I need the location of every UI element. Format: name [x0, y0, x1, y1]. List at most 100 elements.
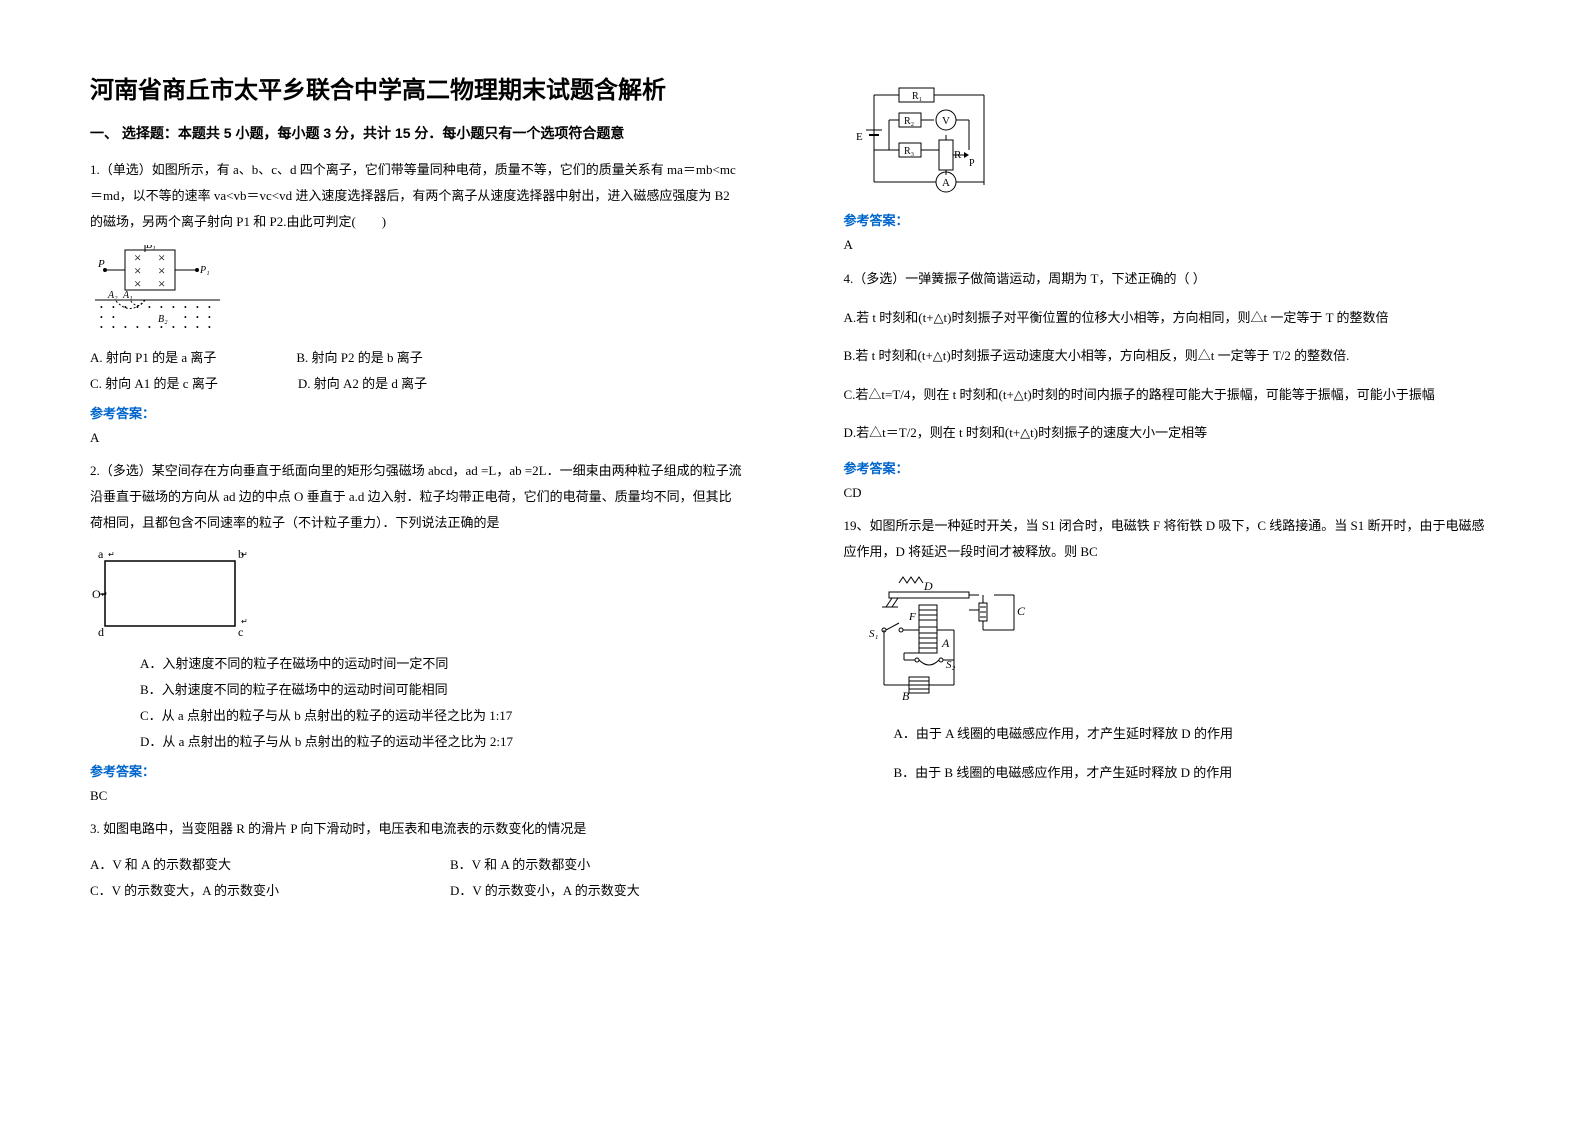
- svg-text:V: V: [942, 115, 950, 127]
- q3-answer: A: [844, 237, 1498, 253]
- q19-options: A．由于 A 线圈的电磁感应作用，才产生延时释放 D 的作用 B．由于 B 线圈…: [844, 720, 1498, 787]
- svg-text:•: •: [112, 323, 115, 332]
- svg-text:•: •: [160, 303, 163, 312]
- svg-text:d: d: [98, 625, 104, 639]
- svg-text:•: •: [136, 323, 139, 332]
- svg-text:•: •: [196, 303, 199, 312]
- svg-text:•: •: [148, 303, 151, 312]
- svg-text:•: •: [112, 303, 115, 312]
- svg-text:↵: ↵: [101, 590, 108, 599]
- q3-optA: A．V 和 A 的示数都变大: [90, 852, 370, 878]
- svg-text:•: •: [136, 303, 139, 312]
- svg-text:R₁: R₁: [912, 91, 922, 102]
- svg-text:B₂: B₂: [158, 314, 168, 325]
- q2-optA: A．入射速度不同的粒子在磁场中的运动时间一定不同: [140, 651, 744, 677]
- q2-svg: a b c d O ↵ ↵ ↵ ↵: [90, 546, 250, 641]
- q4-optB: B.若 t 时刻和(t+△t)时刻振子运动速度大小相等，方向相反，则△t 一定等…: [844, 342, 1498, 371]
- svg-text:D: D: [923, 579, 933, 593]
- left-column: 河南省商丘市太平乡联合中学高二物理期末试题含解析 一、 选择题：本题共 5 小题…: [0, 0, 794, 1122]
- svg-text:•: •: [172, 303, 175, 312]
- q4-optA: A.若 t 时刻和(t+△t)时刻振子对平衡位置的位移大小相等，方向相同，则△t…: [844, 304, 1498, 333]
- svg-text:•: •: [124, 323, 127, 332]
- q4-optC: C.若△t=T/4，则在 t 时刻和(t+△t)时刻的时间内振子的路程可能大于振…: [844, 381, 1498, 410]
- q19-optB: B．由于 B 线圈的电磁感应作用，才产生延时释放 D 的作用: [894, 759, 1498, 788]
- svg-text:•: •: [148, 323, 151, 332]
- q19-text: 19、如图所示是一种延时开关，当 S1 闭合时，电磁铁 F 将衔铁 D 吸下，C…: [844, 513, 1498, 565]
- svg-text:A: A: [942, 177, 950, 189]
- svg-text:R₃: R₃: [904, 146, 914, 157]
- q3-optB: B．V 和 A 的示数都变小: [450, 852, 590, 878]
- q2-options: A．入射速度不同的粒子在磁场中的运动时间一定不同 B．入射速度不同的粒子在磁场中…: [90, 651, 744, 755]
- svg-text:×: ×: [134, 276, 141, 291]
- svg-text:•: •: [208, 323, 211, 332]
- svg-text:•: •: [184, 323, 187, 332]
- q2-figure: a b c d O ↵ ↵ ↵ ↵: [90, 546, 744, 641]
- svg-text:•: •: [196, 313, 199, 322]
- svg-text:•: •: [208, 313, 211, 322]
- svg-text:•: •: [208, 303, 211, 312]
- q1-text: 1.（单选）如图所示，有 a、b、c、d 四个离子，它们带等量同种电荷，质量不等…: [90, 157, 744, 235]
- q1-svg: × × × × × × B₁ P P₁ A₂ A₁ •••••••••• •••…: [90, 245, 235, 335]
- q3-text: 3. 如图电路中，当变阻器 R 的滑片 P 向下滑动时，电压表和电流表的示数变化…: [90, 816, 744, 842]
- q3-figure: R₁ R₂ V R₃ R P A: [854, 80, 1498, 200]
- svg-text:c: c: [238, 625, 243, 639]
- svg-text:A₁: A₁: [122, 290, 133, 301]
- q1-answer-label: 参考答案：: [90, 403, 744, 422]
- svg-text:C: C: [1017, 604, 1026, 618]
- q3-optC: C．V 的示数变大，A 的示数变小: [90, 878, 370, 904]
- svg-text:•: •: [184, 313, 187, 322]
- svg-text:P: P: [97, 258, 105, 270]
- q1-optC: C. 射向 A1 的是 c 离子: [90, 371, 218, 397]
- question-1: 1.（单选）如图所示，有 a、b、c、d 四个离子，它们带等量同种电荷，质量不等…: [90, 157, 744, 235]
- svg-text:↵: ↵: [108, 550, 115, 559]
- question-2: 2.（多选）某空间存在方向垂直于纸面向里的矩形匀强磁场 abcd，ad =L，a…: [90, 458, 744, 536]
- svg-text:A: A: [941, 636, 950, 650]
- q3-options: A．V 和 A 的示数都变大 B．V 和 A 的示数都变小 C．V 的示数变大，…: [90, 852, 744, 904]
- q1-optD: D. 射向 A2 的是 d 离子: [298, 371, 427, 397]
- q19-svg: D F C: [864, 575, 1039, 710]
- q19-optA: A．由于 A 线圈的电磁感应作用，才产生延时释放 D 的作用: [894, 720, 1498, 749]
- svg-text:•: •: [172, 323, 175, 332]
- q2-answer: BC: [90, 788, 744, 804]
- section-title: 一、 选择题：本题共 5 小题，每小题 3 分，共计 15 分．每小题只有一个选…: [90, 123, 744, 143]
- q3-optD: D．V 的示数变小，A 的示数变大: [450, 878, 640, 904]
- svg-text:•: •: [100, 323, 103, 332]
- question-19: 19、如图所示是一种延时开关，当 S1 闭合时，电磁铁 F 将衔铁 D 吸下，C…: [844, 513, 1498, 565]
- svg-text:E: E: [856, 131, 863, 143]
- q1-figure: × × × × × × B₁ P P₁ A₂ A₁ •••••••••• •••…: [90, 245, 744, 335]
- q19-figure: D F C: [864, 575, 1498, 710]
- q3-svg: R₁ R₂ V R₃ R P A: [854, 80, 1009, 200]
- svg-text:F: F: [908, 611, 916, 623]
- svg-text:R₂: R₂: [904, 116, 914, 127]
- q4-answer-label: 参考答案：: [844, 458, 1498, 477]
- q2-optC: C．从 a 点射出的粒子与从 b 点射出的粒子的运动半径之比为 1:17: [140, 703, 744, 729]
- q4-optD: D.若△t＝T/2，则在 t 时刻和(t+△t)时刻振子的速度大小一定相等: [844, 419, 1498, 448]
- svg-text:•: •: [184, 303, 187, 312]
- right-column: R₁ R₂ V R₃ R P A: [794, 0, 1587, 1122]
- q1-options: A. 射向 P1 的是 a 离子 B. 射向 P2 的是 b 离子 C. 射向 …: [90, 345, 744, 397]
- q1-answer: A: [90, 430, 744, 446]
- svg-text:×: ×: [158, 276, 165, 291]
- q2-answer-label: 参考答案：: [90, 761, 744, 780]
- page-title: 河南省商丘市太平乡联合中学高二物理期末试题含解析: [90, 70, 744, 105]
- q4-text: 4.（多选）一弹簧振子做简谐运动，周期为 T，下述正确的（ ）: [844, 265, 1498, 294]
- svg-text:P: P: [969, 158, 975, 169]
- q3-answer-label: 参考答案：: [844, 210, 1498, 229]
- svg-text:P₁: P₁: [199, 265, 210, 276]
- svg-text:S₁: S₁: [869, 628, 879, 640]
- svg-text:•: •: [112, 313, 115, 322]
- q1-optB: B. 射向 P2 的是 b 离子: [296, 345, 422, 371]
- svg-text:O: O: [92, 587, 101, 601]
- q2-optB: B．入射速度不同的粒子在磁场中的运动时间可能相同: [140, 677, 744, 703]
- svg-text:•: •: [196, 323, 199, 332]
- svg-text:•: •: [100, 313, 103, 322]
- q2-text: 2.（多选）某空间存在方向垂直于纸面向里的矩形匀强磁场 abcd，ad =L，a…: [90, 458, 744, 536]
- q2-optD: D．从 a 点射出的粒子与从 b 点射出的粒子的运动半径之比为 2:17: [140, 729, 744, 755]
- svg-text:↵: ↵: [241, 550, 248, 559]
- question-3: 3. 如图电路中，当变阻器 R 的滑片 P 向下滑动时，电压表和电流表的示数变化…: [90, 816, 744, 842]
- q1-optA: A. 射向 P1 的是 a 离子: [90, 345, 216, 371]
- svg-text:B: B: [902, 689, 910, 703]
- svg-text:A₂: A₂: [107, 290, 118, 301]
- q4-answer: CD: [844, 485, 1498, 501]
- svg-text:a: a: [98, 547, 104, 561]
